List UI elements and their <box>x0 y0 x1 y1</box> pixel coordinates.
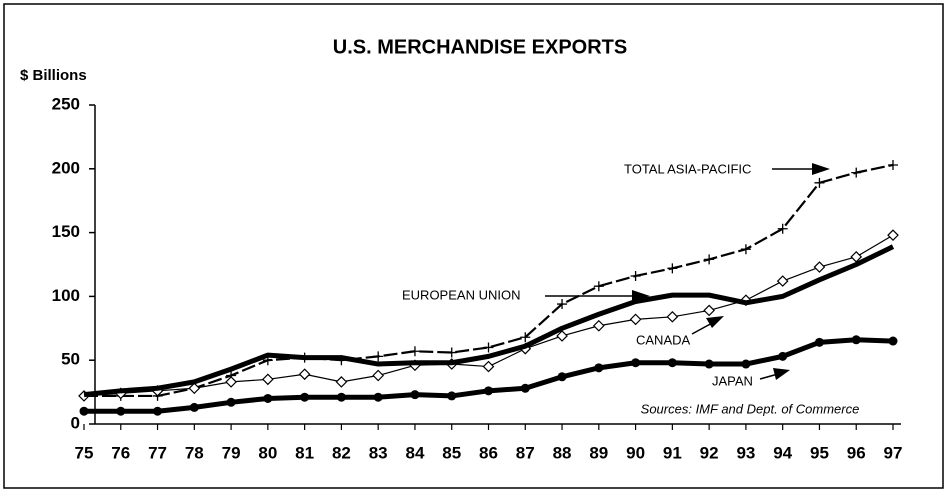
x-tick-label: 76 <box>111 443 130 462</box>
series-label: JAPAN <box>712 373 753 388</box>
point <box>629 313 642 326</box>
y-axis-label: $ Billions <box>20 67 87 84</box>
y-tick-label: 250 <box>52 94 80 113</box>
point <box>740 244 751 255</box>
point <box>630 270 641 281</box>
point <box>593 281 604 292</box>
arrowhead <box>706 316 724 328</box>
x-tick-label: 78 <box>185 443 204 462</box>
point <box>776 275 789 287</box>
x-tick-label: 85 <box>442 443 461 462</box>
y-tick-label: 150 <box>52 222 80 241</box>
series-label: CANADA <box>636 332 691 347</box>
point <box>814 177 825 188</box>
point <box>851 335 861 345</box>
series <box>83 244 895 398</box>
point <box>703 304 715 317</box>
point <box>409 346 420 357</box>
point <box>631 358 641 368</box>
point <box>704 359 714 369</box>
x-tick-label: 92 <box>700 443 719 462</box>
point <box>153 406 163 416</box>
y-tick-label: 100 <box>52 286 80 305</box>
point <box>116 406 126 416</box>
point <box>592 319 605 332</box>
point <box>851 167 862 178</box>
series-label: EUROPEAN UNION <box>402 287 520 302</box>
x-tick-label: 93 <box>736 443 755 462</box>
x-tick-label: 84 <box>405 443 424 462</box>
point <box>335 376 348 388</box>
point <box>520 383 530 393</box>
point <box>372 369 385 382</box>
point <box>888 159 898 170</box>
x-tick-label: 83 <box>369 443 388 462</box>
x-tick-label: 97 <box>884 443 903 462</box>
x-tick-label: 87 <box>516 443 535 462</box>
x-tick-label: 89 <box>589 443 608 462</box>
x-tick-label: 82 <box>332 443 351 462</box>
point <box>447 391 457 401</box>
series <box>79 335 898 416</box>
point <box>336 392 346 402</box>
x-tick-label: 88 <box>553 443 572 462</box>
x-tick-label: 75 <box>75 443 94 462</box>
point <box>667 358 677 368</box>
point <box>778 351 788 361</box>
x-tick-label: 94 <box>773 443 792 462</box>
point <box>189 402 199 412</box>
point <box>298 368 311 381</box>
point <box>520 332 531 343</box>
x-tick-label: 91 <box>663 443 682 462</box>
point <box>225 376 237 388</box>
arrowhead <box>812 163 830 175</box>
x-tick-label: 80 <box>258 443 277 462</box>
point <box>484 386 493 396</box>
point <box>888 336 898 346</box>
point <box>667 263 678 274</box>
source-note: Sources: IMF and Dept. of Commerce <box>641 401 860 416</box>
point <box>300 392 310 402</box>
chart-title: U.S. MERCHANDISE EXPORTS <box>333 36 627 58</box>
arrowhead <box>773 368 790 380</box>
point <box>410 390 420 400</box>
y-tick-label: 0 <box>71 413 80 432</box>
y-tick-label: 50 <box>61 350 80 369</box>
point <box>188 382 201 395</box>
series-line <box>83 244 895 398</box>
point <box>557 372 567 382</box>
x-tick-label: 86 <box>479 443 498 462</box>
point <box>704 254 715 265</box>
point <box>594 363 604 373</box>
series-label: TOTAL ASIA-PACIFIC <box>624 161 751 176</box>
point <box>741 359 751 369</box>
point <box>262 373 274 386</box>
x-tick-label: 96 <box>847 443 866 462</box>
point <box>373 351 384 362</box>
point <box>887 229 899 242</box>
x-tick-label: 81 <box>295 443 314 462</box>
point <box>79 406 89 416</box>
point <box>813 261 826 273</box>
point <box>777 223 788 234</box>
point <box>482 360 495 373</box>
series-line <box>84 163 894 398</box>
point <box>557 299 568 310</box>
point <box>666 310 679 323</box>
y-tick-label: 200 <box>52 158 80 177</box>
point <box>814 337 824 347</box>
x-tick-label: 90 <box>626 443 645 462</box>
point <box>226 397 236 407</box>
point <box>373 392 383 402</box>
x-tick-label: 77 <box>148 443 167 462</box>
point <box>483 342 494 353</box>
point <box>556 330 568 342</box>
point <box>263 393 273 403</box>
frame <box>3 3 944 489</box>
x-tick-label: 79 <box>222 443 241 462</box>
x-tick-label: 95 <box>810 443 829 462</box>
point <box>446 347 457 358</box>
